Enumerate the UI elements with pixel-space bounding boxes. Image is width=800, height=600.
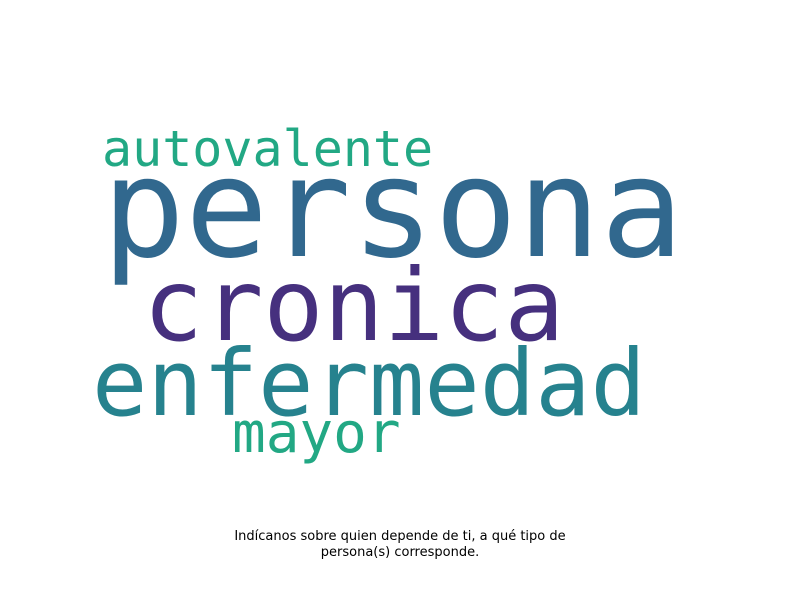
- word-persona: persona: [102, 128, 684, 289]
- word-autovalente: autovalente: [102, 120, 434, 178]
- word-enfermedad: enfermedad: [92, 330, 646, 437]
- word-mayor: mayor: [232, 401, 401, 466]
- figure-caption: Indícanos sobre quien depende de ti, a q…: [150, 529, 650, 561]
- caption-line-2: persona(s) corresponde.: [320, 545, 480, 560]
- caption-line-1: Indícanos sobre quien depende de ti, a q…: [234, 529, 566, 544]
- word-cronica: cronica: [143, 247, 565, 364]
